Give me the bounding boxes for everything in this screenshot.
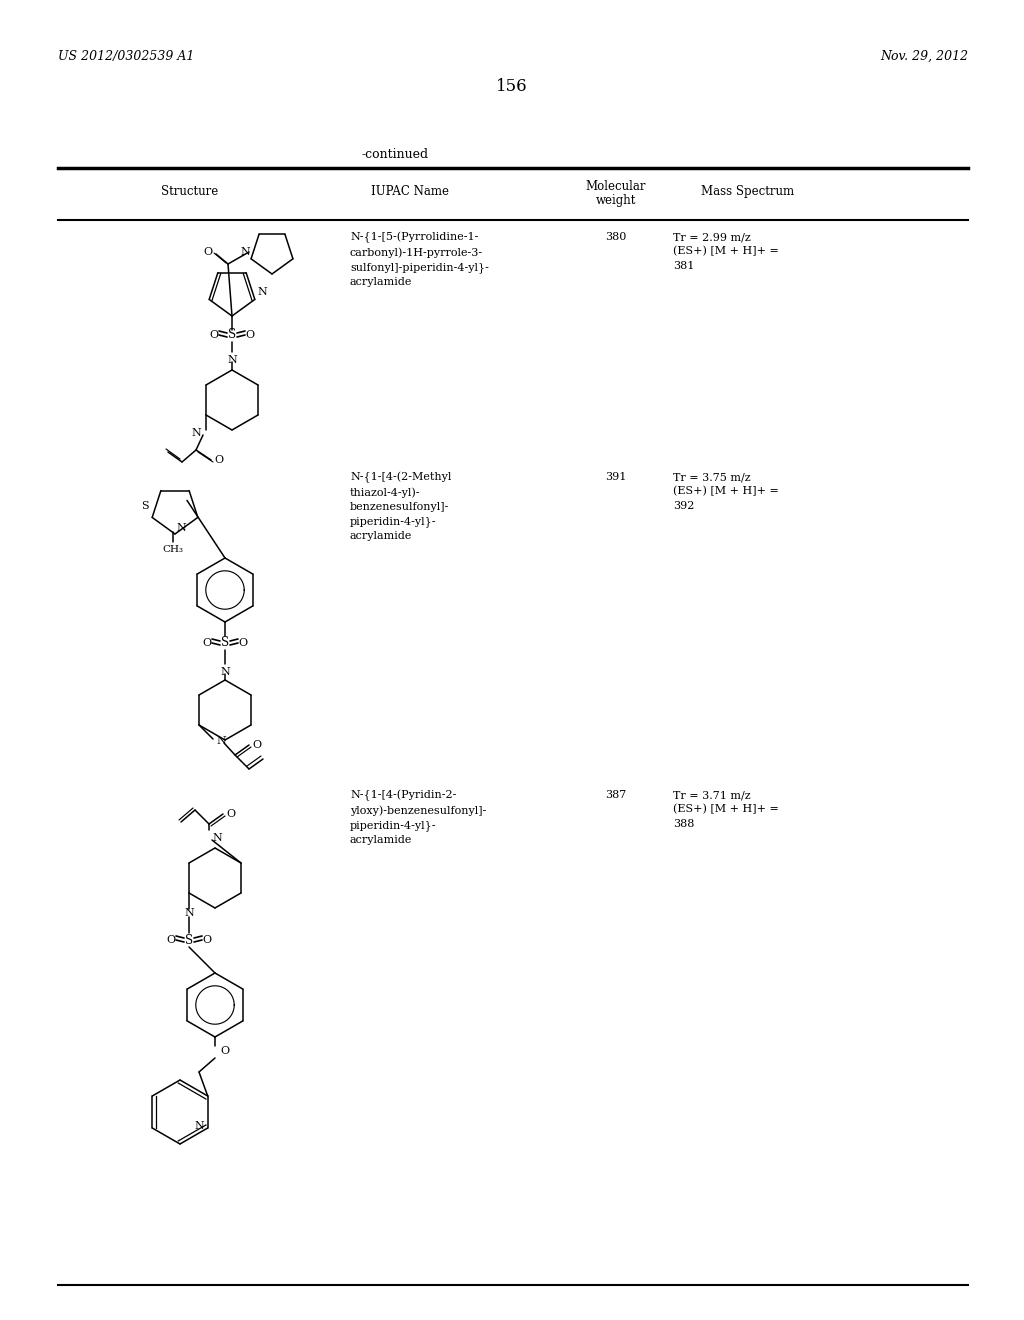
- Text: N: N: [212, 833, 222, 843]
- Text: N: N: [195, 1121, 205, 1131]
- Text: Nov. 29, 2012: Nov. 29, 2012: [880, 50, 968, 63]
- Text: O: O: [220, 1045, 229, 1056]
- Text: S: S: [228, 329, 237, 342]
- Text: N-{1-[5-(Pyrrolidine-1-
carbonyl)-1H-pyrrole-3-
sulfonyl]-piperidin-4-yl}-
acryl: N-{1-[5-(Pyrrolidine-1- carbonyl)-1H-pyr…: [350, 232, 488, 286]
- Text: N-{1-[4-(Pyridin-2-
yloxy)-benzenesulfonyl]-
piperidin-4-yl}-
acrylamide: N-{1-[4-(Pyridin-2- yloxy)-benzenesulfon…: [350, 789, 486, 845]
- Text: N: N: [240, 247, 250, 257]
- Text: N: N: [227, 355, 237, 366]
- Text: S: S: [185, 933, 194, 946]
- Text: IUPAC Name: IUPAC Name: [371, 185, 449, 198]
- Text: O: O: [226, 809, 236, 818]
- Text: N: N: [216, 737, 226, 746]
- Text: O: O: [253, 741, 261, 750]
- Text: weight: weight: [596, 194, 636, 207]
- Text: O: O: [210, 330, 218, 341]
- Text: Mass Spectrum: Mass Spectrum: [701, 185, 795, 198]
- Text: N: N: [184, 908, 194, 917]
- Text: Tr = 3.75 m/z
(ES+) [M + H]+ =
392: Tr = 3.75 m/z (ES+) [M + H]+ = 392: [673, 473, 779, 511]
- Text: O: O: [167, 935, 175, 945]
- Text: N-{1-[4-(2-Methyl
thiazol-4-yl)-
benzenesulfonyl]-
piperidin-4-yl}-
acrylamide: N-{1-[4-(2-Methyl thiazol-4-yl)- benzene…: [350, 473, 452, 541]
- Text: 387: 387: [605, 789, 627, 800]
- Text: US 2012/0302539 A1: US 2012/0302539 A1: [58, 50, 195, 63]
- Text: Molecular: Molecular: [586, 180, 646, 193]
- Text: -continued: -continued: [361, 148, 429, 161]
- Text: 156: 156: [497, 78, 527, 95]
- Text: S: S: [221, 636, 229, 649]
- Text: N: N: [176, 523, 186, 533]
- Text: O: O: [203, 935, 212, 945]
- Text: CH₃: CH₃: [163, 545, 183, 554]
- Text: O: O: [214, 455, 223, 465]
- Text: 391: 391: [605, 473, 627, 482]
- Text: N: N: [220, 667, 229, 677]
- Text: O: O: [239, 638, 248, 648]
- Text: N: N: [191, 428, 201, 438]
- Text: S: S: [141, 502, 148, 511]
- Text: O: O: [203, 638, 212, 648]
- Text: O: O: [246, 330, 255, 341]
- Text: O: O: [204, 247, 213, 257]
- Text: N: N: [257, 286, 267, 297]
- Text: Tr = 3.71 m/z
(ES+) [M + H]+ =
388: Tr = 3.71 m/z (ES+) [M + H]+ = 388: [673, 789, 779, 829]
- Text: 380: 380: [605, 232, 627, 242]
- Text: Tr = 2.99 m/z
(ES+) [M + H]+ =
381: Tr = 2.99 m/z (ES+) [M + H]+ = 381: [673, 232, 779, 271]
- Text: Structure: Structure: [162, 185, 219, 198]
